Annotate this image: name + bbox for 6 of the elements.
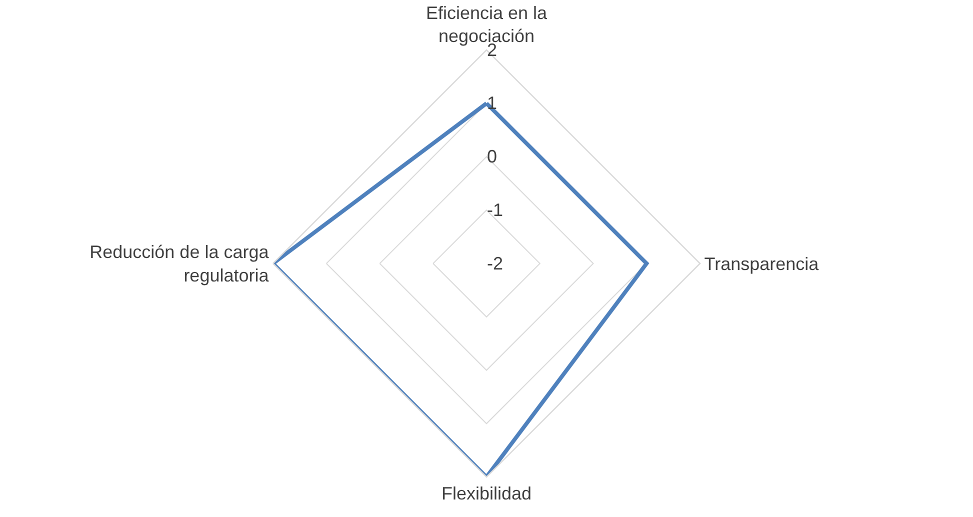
spoke-label: Reducción de la carga regulatoria [90, 242, 270, 286]
spoke-label: Transparencia [704, 254, 820, 274]
y-tick-label: -1 [487, 200, 504, 220]
y-tick-label: 0 [487, 146, 498, 167]
y-tick-label: -2 [487, 253, 504, 274]
spoke-label: Flexibilidad [441, 483, 532, 504]
